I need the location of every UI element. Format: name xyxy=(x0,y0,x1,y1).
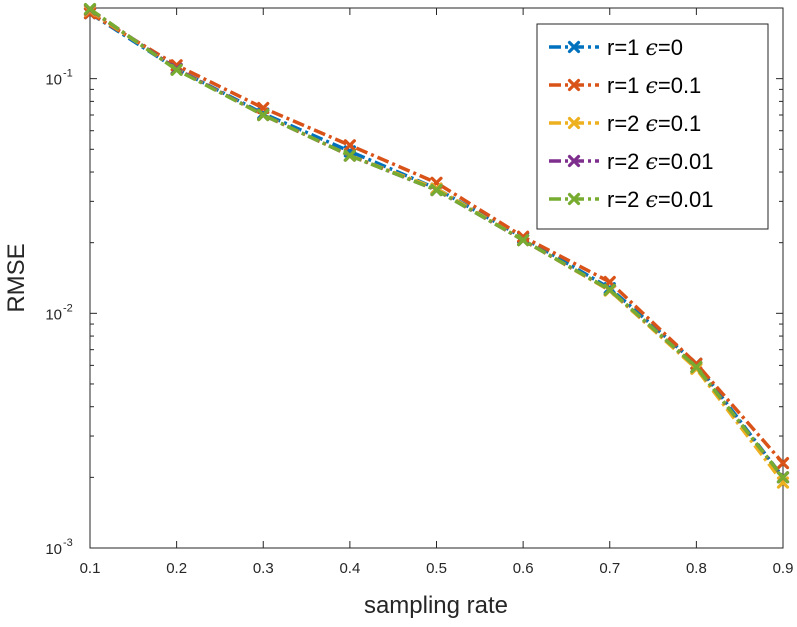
legend-label-prefix: r=2 xyxy=(607,149,646,174)
data-point xyxy=(83,2,97,16)
legend-label-prefix: r=1 xyxy=(607,73,646,98)
data-point xyxy=(690,360,703,374)
legend-marker xyxy=(567,154,581,168)
legend-label-suffix: =0.1 xyxy=(658,111,701,136)
data-point xyxy=(776,457,790,470)
x-tick-label: 0.4 xyxy=(339,560,360,577)
y-tick-label: 10 xyxy=(45,306,62,323)
legend-marker xyxy=(567,192,581,206)
legend-label: r=2 ϵ=0.1 xyxy=(607,111,701,137)
legend-label-suffix: =0 xyxy=(658,35,683,60)
axis-ticks xyxy=(89,7,784,549)
x-tick-label: 0.1 xyxy=(80,560,101,577)
legend-label-suffix: =0.01 xyxy=(658,187,714,212)
series-layer xyxy=(83,2,790,489)
x-tick-label: 0.9 xyxy=(773,560,794,577)
legend-label-prefix: r=2 xyxy=(607,187,646,212)
legend: r=1 ϵ=0r=1 ϵ=0.1r=2 ϵ=0.1r=2 ϵ=0.01r=2 ϵ… xyxy=(536,23,769,230)
legend-label-symbol: ϵ xyxy=(646,36,658,61)
legend-label-prefix: r=1 xyxy=(607,35,646,60)
data-point xyxy=(343,149,356,162)
legend-label-suffix: =0.1 xyxy=(658,73,701,98)
legend-label-symbol: ϵ xyxy=(646,74,658,99)
data-point xyxy=(257,108,270,122)
y-tick-label: 10 xyxy=(45,541,62,558)
legend-label-prefix: r=2 xyxy=(607,111,646,136)
legend-label-symbol: ϵ xyxy=(646,112,658,137)
legend-label-suffix: =0.01 xyxy=(658,149,714,174)
y-axis-title: RMSE xyxy=(3,243,30,312)
x-tick-label: 0.2 xyxy=(166,560,187,577)
data-point xyxy=(603,283,616,296)
legend-item: r=2 ϵ=0.1 xyxy=(549,111,701,137)
legend-marker xyxy=(567,116,581,130)
legend-marker xyxy=(567,40,581,54)
legend-label-symbol: ϵ xyxy=(646,188,658,213)
x-axis-title: sampling rate xyxy=(364,592,508,619)
y-tick-base: 10 xyxy=(45,72,62,89)
legend-label: r=1 ϵ=0 xyxy=(607,35,683,61)
legend-label: r=2 ϵ=0.01 xyxy=(607,149,714,175)
legend-item: r=2 ϵ=0.01 xyxy=(549,149,714,175)
data-point xyxy=(343,139,356,152)
legend-item: r=1 ϵ=0 xyxy=(549,35,683,61)
data-point xyxy=(517,234,530,247)
y-tick-exponent: -3 xyxy=(63,537,73,549)
legend-item: r=2 ϵ=0.01 xyxy=(549,187,714,213)
x-tick-label: 0.7 xyxy=(599,560,620,577)
legend-label: r=2 ϵ=0.01 xyxy=(607,187,714,213)
x-tick-label: 0.6 xyxy=(513,560,534,577)
legend-item: r=1 ϵ=0.1 xyxy=(549,73,701,99)
y-tick-base: 10 xyxy=(45,541,62,558)
y-tick-label: 10 xyxy=(45,72,62,89)
data-point xyxy=(430,184,443,197)
y-tick-base: 10 xyxy=(45,306,62,323)
x-tick-label: 0.3 xyxy=(253,560,274,577)
series-5 xyxy=(83,2,790,484)
tick-labels: 0.1 0.2 0.3 0.4 0.5 0.6 0.7 0.8 0.910-110-210-3 xyxy=(45,68,793,577)
x-tick-label: 0.8 xyxy=(686,560,707,577)
legend-marker xyxy=(567,78,581,92)
y-tick-exponent: -1 xyxy=(63,68,73,80)
data-point xyxy=(776,471,790,484)
data-point xyxy=(170,63,183,76)
x-tick-label: 0.5 xyxy=(426,560,447,577)
legend-label-symbol: ϵ xyxy=(646,150,658,175)
y-tick-exponent: -2 xyxy=(63,302,73,314)
legend-label: r=1 ϵ=0.1 xyxy=(607,73,701,99)
